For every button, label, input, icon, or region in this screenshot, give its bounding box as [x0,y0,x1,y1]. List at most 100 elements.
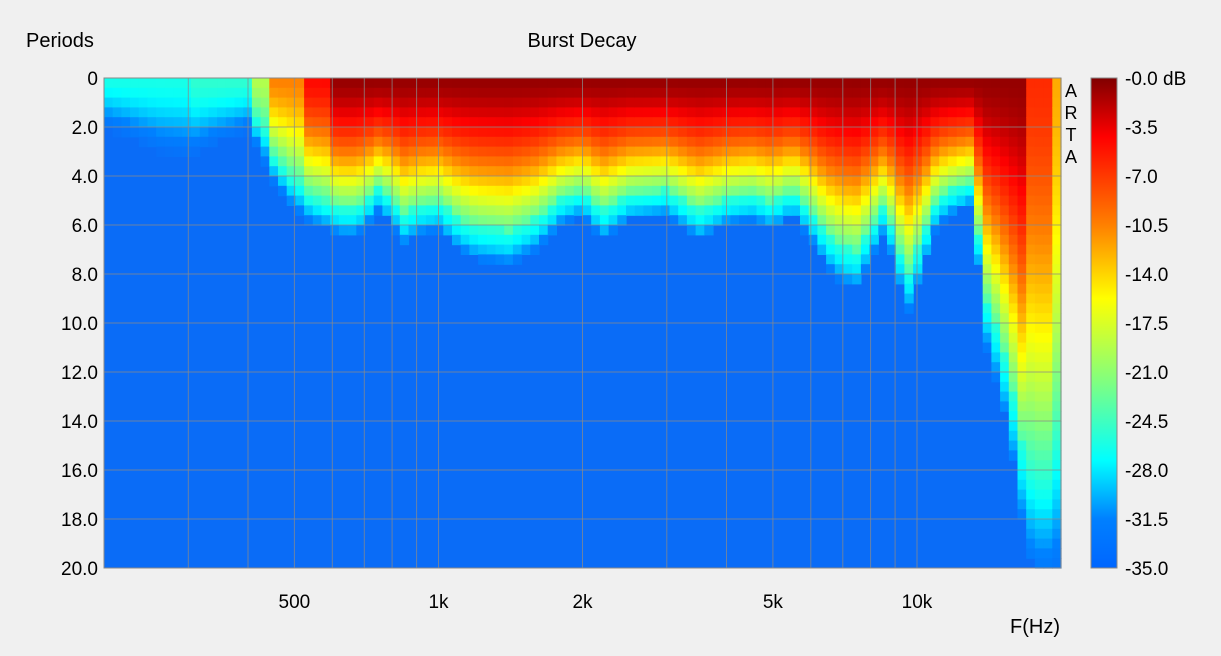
watermark-letter: R [1065,103,1078,123]
heatmap-cell [373,117,383,128]
heatmap-cell [295,127,305,138]
heatmap-cell [1043,538,1053,549]
heatmap-cell [547,176,557,187]
heatmap-cell [582,146,592,157]
heatmap-cell [1017,156,1027,167]
heatmap-cell [1000,264,1010,275]
heatmap-cell [791,136,801,148]
heatmap-cell [913,264,923,275]
heatmap-cell [452,107,462,118]
heatmap-cell [321,97,331,108]
heatmap-cell [286,146,296,157]
heatmap-cell [869,176,879,187]
heatmap-cell [312,146,323,157]
heatmap-cell [826,78,836,89]
heatmap-cell [843,107,853,118]
heatmap-cell [304,136,314,148]
heatmap-cell [843,156,853,167]
heatmap-cell [304,127,314,138]
heatmap-cell [547,156,557,167]
heatmap-cell [182,97,192,108]
colorbar-label: -7.0 [1125,167,1158,188]
heatmap-cell [686,156,697,167]
heatmap-cell [1017,303,1027,314]
heatmap-cell [991,303,1001,314]
heatmap-cell [443,127,453,138]
heatmap-cell [330,205,340,216]
heatmap-cell [834,234,845,246]
heatmap-cell [834,274,845,285]
heatmap-cell [286,87,296,99]
heatmap-cell [947,146,958,157]
heatmap-cell [260,87,270,99]
heatmap-cell [582,195,592,206]
heatmap-cell [504,97,514,108]
heatmap-cell [756,166,766,177]
heatmap-cell [365,97,375,108]
heatmap-cell [512,97,523,108]
heatmap-cell [1052,372,1062,383]
heatmap-cell [1043,411,1053,422]
heatmap-cell [1034,117,1045,128]
heatmap-cell [991,117,1001,128]
heatmap-cell [1043,313,1053,324]
heatmap-cell [956,185,966,197]
heatmap-cell [147,127,157,138]
heatmap-cell [765,146,775,157]
heatmap-cell [573,78,584,89]
heatmap-cell [965,136,975,148]
heatmap-cell [591,78,601,89]
heatmap-cell [747,185,758,197]
heatmap-cell [1052,293,1062,304]
heatmap-cell [1008,401,1019,412]
heatmap-cell [338,87,349,99]
heatmap-cell [887,195,897,206]
heatmap-cell [399,205,410,216]
heatmap-cell [1052,254,1062,265]
heatmap-cell [217,97,227,108]
heatmap-cell [686,195,697,206]
heatmap-cell [512,156,523,167]
heatmap-cell [660,205,671,216]
heatmap-cell [1026,87,1036,99]
heatmap-cell [982,166,992,177]
heatmap-cell [826,127,836,138]
heatmap-cell [547,215,557,226]
heatmap-cell [330,97,340,108]
heatmap-cell [391,78,401,89]
heatmap-cell [991,87,1001,99]
y-tick-labels: 02.04.06.08.010.012.014.016.018.020.0 [61,69,98,580]
heatmap-cell [512,234,523,246]
heatmap-cell [826,87,836,99]
heatmap-cell [843,264,853,275]
heatmap-cell [869,127,879,138]
heatmap-cell [921,117,932,128]
heatmap-cell [373,136,383,148]
heatmap-cell [817,176,827,187]
heatmap-cell [130,87,140,99]
heatmap-cell [695,205,705,216]
heatmap-cell [556,205,566,216]
heatmap-cell [1026,234,1036,246]
heatmap-cell [1017,117,1027,128]
heatmap-cell [1043,342,1053,353]
heatmap-cell [1052,519,1062,530]
heatmap-cell [539,78,549,89]
heatmap-cell [817,195,827,206]
heatmap-cell [191,78,201,89]
heatmap-cell [260,156,270,167]
heatmap-cell [347,87,357,99]
heatmap-cell [539,127,549,138]
heatmap-cell [1008,362,1019,373]
heatmap-cell [1008,225,1019,236]
heatmap-cell [547,97,557,108]
heatmap-cell [1026,470,1036,481]
heatmap-cell [391,205,401,216]
heatmap-cell [312,117,323,128]
heatmap-cell [634,176,644,187]
heatmap-cell [860,97,871,108]
heatmap-cell [782,127,792,138]
heatmap-cell [1000,146,1010,157]
heatmap-cell [747,127,758,138]
heatmap-cell [147,87,157,99]
